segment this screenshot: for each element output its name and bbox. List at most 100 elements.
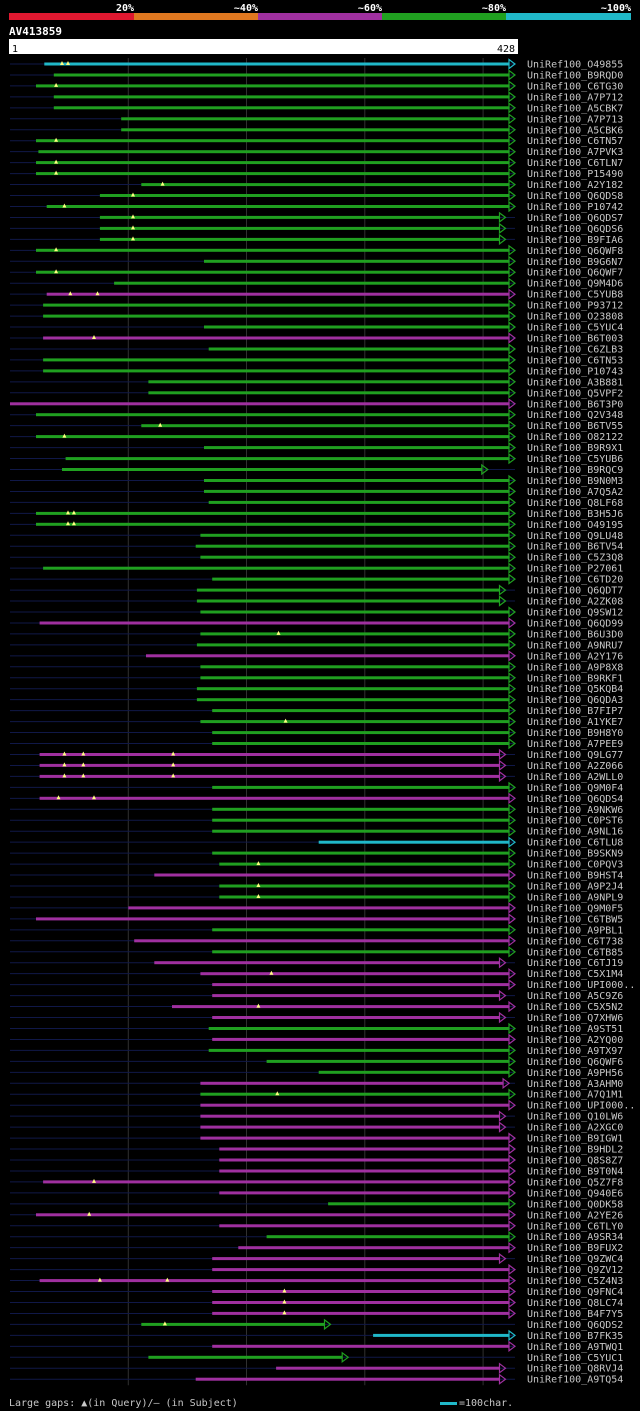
hit-bar[interactable]: [36, 161, 509, 165]
hit-label[interactable]: UniRef100_C6TJ19: [527, 958, 623, 969]
hit-bar[interactable]: [200, 972, 509, 976]
hit-label[interactable]: UniRef100_A9NL16: [527, 827, 623, 838]
hit-bar[interactable]: [219, 884, 510, 888]
hit-row[interactable]: UniRef100_B9HDL2: [10, 1143, 623, 1156]
hit-row[interactable]: UniRef100_Q6QDT7: [10, 584, 623, 597]
hit-label[interactable]: UniRef100_Q8LC74: [527, 1298, 623, 1309]
hit-bar[interactable]: [43, 566, 509, 570]
hit-label[interactable]: UniRef100_C6ZLB3: [527, 345, 623, 356]
hit-label[interactable]: UniRef100_A2YE26: [527, 1210, 623, 1221]
hit-label[interactable]: UniRef100_A5CBK6: [527, 125, 623, 136]
hit-bar[interactable]: [39, 763, 500, 767]
hit-row[interactable]: UniRef100_Q9FNC4: [10, 1285, 623, 1298]
hit-row[interactable]: UniRef100_A2Y182: [10, 178, 623, 191]
hit-row[interactable]: UniRef100_A5C9Z6: [10, 989, 623, 1002]
hit-row[interactable]: UniRef100_Q5Z7F8: [10, 1176, 623, 1188]
hit-row[interactable]: UniRef100_C6T738: [10, 935, 623, 947]
hit-label[interactable]: UniRef100_B9R9X1: [527, 443, 623, 454]
hit-row[interactable]: UniRef100_Q6QWF6: [10, 1055, 623, 1068]
hit-label[interactable]: UniRef100_Q8LF68: [527, 498, 623, 509]
hit-bar[interactable]: [121, 117, 509, 121]
hit-bar[interactable]: [146, 654, 509, 658]
hit-label[interactable]: UniRef100_C5X1M4: [527, 969, 623, 980]
hit-bar[interactable]: [154, 873, 510, 877]
hit-row[interactable]: UniRef100_C6TLU8: [10, 836, 623, 849]
hit-row[interactable]: UniRef100_C6TBW5: [10, 913, 623, 925]
hit-bar[interactable]: [196, 599, 500, 603]
hit-label[interactable]: UniRef100_C6TBW5: [527, 914, 623, 925]
hit-row[interactable]: UniRef100_Q6QDS8: [10, 189, 623, 202]
hit-bar[interactable]: [200, 1081, 504, 1085]
hit-row[interactable]: UniRef100_Q5VPF2: [10, 387, 623, 399]
hit-row[interactable]: UniRef100_C5YUB6: [10, 452, 623, 465]
hit-label[interactable]: UniRef100_Q6QDS4: [527, 794, 623, 805]
hit-label[interactable]: UniRef100_O23808: [527, 312, 623, 323]
hit-bar[interactable]: [141, 424, 510, 428]
hit-bar[interactable]: [219, 1169, 510, 1173]
hit-row[interactable]: UniRef100_B4F7Y5: [10, 1307, 623, 1320]
hit-bar[interactable]: [65, 457, 509, 461]
hit-row[interactable]: UniRef100_A7PEE9: [10, 737, 623, 750]
hit-label[interactable]: UniRef100_Q5KQB4: [527, 684, 623, 695]
hit-label[interactable]: UniRef100_A2Y176: [527, 651, 623, 662]
hit-label[interactable]: UniRef100_B3H5J6: [527, 509, 623, 520]
hit-label[interactable]: UniRef100_B9H8Y0: [527, 728, 623, 739]
hit-label[interactable]: UniRef100_Q2V348: [527, 410, 623, 421]
hit-row[interactable]: UniRef100_C5X5N2: [10, 1000, 623, 1013]
hit-bar[interactable]: [36, 84, 509, 88]
hit-bar[interactable]: [36, 522, 509, 526]
hit-row[interactable]: UniRef100_C5YUB8: [10, 288, 623, 301]
hit-label[interactable]: UniRef100_Q6QWF6: [527, 1057, 623, 1068]
hit-row[interactable]: UniRef100_Q0DK58: [10, 1198, 623, 1210]
hit-label[interactable]: UniRef100_B7FK35: [527, 1331, 623, 1342]
hit-row[interactable]: UniRef100_Q9LU48: [10, 529, 623, 542]
hit-bar[interactable]: [46, 205, 509, 208]
hit-bar[interactable]: [212, 1268, 509, 1272]
hit-row[interactable]: UniRef100_O49855: [10, 58, 623, 71]
hit-label[interactable]: UniRef100_A9TX97: [527, 1046, 623, 1057]
hit-row[interactable]: UniRef100_A7P712: [10, 91, 623, 103]
hit-label[interactable]: UniRef100_A9NPL9: [527, 893, 623, 904]
hit-bar[interactable]: [328, 1202, 509, 1206]
hit-bar[interactable]: [212, 829, 509, 833]
hit-bar[interactable]: [148, 391, 509, 395]
hit-label[interactable]: UniRef100_Q7XHW6: [527, 1013, 623, 1024]
hit-row[interactable]: UniRef100_A2YE26: [10, 1209, 623, 1221]
hit-row[interactable]: UniRef100_P15490: [10, 167, 623, 180]
hit-row[interactable]: UniRef100_A9TQ54: [10, 1373, 623, 1386]
hit-row[interactable]: UniRef100_Q9M4D6: [10, 277, 623, 290]
hit-label[interactable]: UniRef100_B9G6N7: [527, 257, 623, 268]
hit-row[interactable]: UniRef100_B6T003: [10, 332, 623, 345]
hit-label[interactable]: UniRef100_Q9ZWC4: [527, 1254, 623, 1265]
hit-row[interactable]: UniRef100_A9PBL1: [10, 924, 623, 936]
hit-label[interactable]: UniRef100_O82122: [527, 432, 623, 443]
hit-bar[interactable]: [219, 1224, 510, 1228]
hit-label[interactable]: UniRef100_B9N0M3: [527, 476, 623, 487]
hit-row[interactable]: UniRef100_C6TJ19: [10, 957, 623, 969]
hit-bar[interactable]: [44, 62, 510, 66]
hit-bar[interactable]: [148, 1355, 343, 1359]
hit-row[interactable]: UniRef100_Q9LG77: [10, 748, 623, 761]
hit-label[interactable]: UniRef100_A5CBK7: [527, 103, 623, 114]
hit-label[interactable]: UniRef100_Q8RVJ4: [527, 1364, 623, 1375]
hit-label[interactable]: UniRef100_UPI000..: [527, 980, 635, 991]
hit-label[interactable]: UniRef100_C5X5N2: [527, 1002, 623, 1013]
hit-row[interactable]: UniRef100_A7Q1M1: [10, 1088, 623, 1101]
hit-row[interactable]: UniRef100_B9N0M3: [10, 474, 623, 487]
hit-label[interactable]: UniRef100_A9PH56: [527, 1068, 623, 1079]
hit-row[interactable]: UniRef100_C6TLN7: [10, 156, 623, 169]
hit-row[interactable]: UniRef100_A9PH56: [10, 1066, 623, 1079]
hit-label[interactable]: UniRef100_A3B881: [527, 377, 623, 388]
hit-label[interactable]: UniRef100_C5Z4N3: [527, 1276, 623, 1287]
hit-bar[interactable]: [128, 906, 510, 910]
hit-label[interactable]: UniRef100_O49195: [527, 520, 623, 531]
hit-row[interactable]: UniRef100_B9H8Y0: [10, 726, 623, 739]
hit-bar[interactable]: [62, 468, 482, 471]
hit-label[interactable]: UniRef100_B6U3D0: [527, 629, 623, 640]
hit-label[interactable]: UniRef100_Q9M0F4: [527, 783, 623, 794]
hit-bar[interactable]: [39, 774, 500, 778]
hit-bar[interactable]: [36, 1213, 509, 1217]
hit-bar[interactable]: [219, 1191, 510, 1195]
hit-bar[interactable]: [204, 325, 509, 329]
hit-label[interactable]: UniRef100_B9T0N4: [527, 1167, 623, 1178]
